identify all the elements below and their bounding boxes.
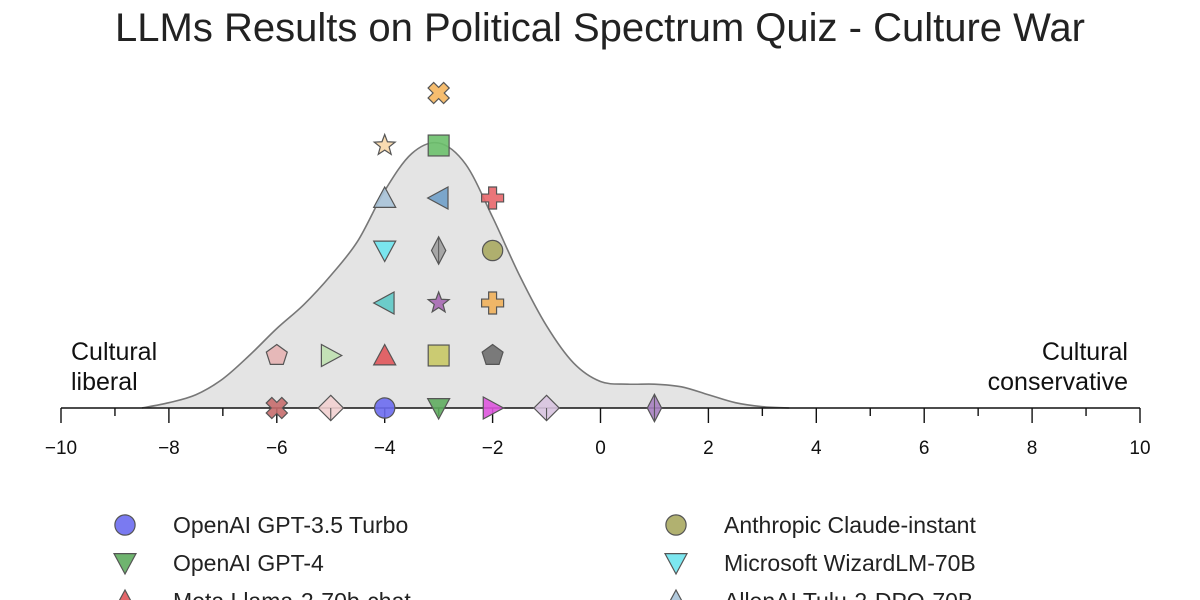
data-point — [317, 394, 345, 422]
x-tick-label: 4 — [811, 438, 822, 459]
data-point — [533, 394, 561, 422]
x-tick-label: −6 — [266, 438, 288, 459]
data-point — [372, 132, 397, 156]
legend-entry: Microsoft WizardLM-70B — [663, 550, 976, 576]
data-point — [426, 185, 449, 211]
legend-entry: AllenAI Tulu-2-DPO-70B — [669, 588, 973, 600]
data-point — [265, 343, 288, 365]
data-point — [482, 395, 505, 421]
right-axis-label: Cultural conservative — [988, 337, 1128, 397]
legend: OpenAI GPT-3.5 Turbo OpenAI GPT-4 Meta Lla… — [112, 512, 976, 600]
left-label-line-1: Cultural — [71, 338, 158, 366]
legend-label: AllenAI Tulu-2-DPO-70B — [724, 588, 973, 600]
legend-marker — [112, 553, 138, 576]
x-tick-label: −10 — [45, 438, 77, 459]
data-point — [372, 185, 397, 208]
density-layer — [141, 141, 790, 409]
data-point — [427, 81, 451, 105]
x-tick-label: −8 — [158, 438, 180, 459]
data-point — [426, 398, 451, 421]
data-point — [372, 290, 395, 316]
legend-entry: OpenAI GPT-4 — [112, 550, 324, 576]
x-tick-label: 2 — [703, 438, 714, 459]
x-axis: −10 −8 −6 −4 −2 0 2 4 6 8 10 — [45, 407, 1151, 459]
data-point — [430, 235, 447, 266]
legend-entry: Meta Llama-2-70b-chat — [118, 588, 411, 600]
legend-label: Meta Llama-2-70b-chat — [173, 588, 411, 600]
legend-marker — [669, 588, 683, 600]
left-axis-label: Cultural liberal — [71, 337, 157, 397]
x-tick-label: 10 — [1129, 438, 1150, 459]
data-point — [427, 344, 450, 367]
legend-label: Anthropic Claude-instant — [724, 512, 976, 538]
data-point — [646, 392, 663, 424]
data-point — [320, 343, 344, 368]
right-label-line-1: Cultural — [1041, 338, 1128, 366]
data-point — [481, 343, 504, 365]
x-tick-label: 8 — [1027, 438, 1038, 459]
data-point — [481, 186, 505, 210]
data-point — [372, 343, 397, 366]
points-layer — [265, 81, 663, 424]
x-tick-label: −4 — [374, 438, 396, 459]
data-point — [481, 239, 504, 262]
legend-label: OpenAI GPT-3.5 Turbo — [173, 512, 408, 538]
data-point — [481, 291, 505, 315]
density-area — [141, 142, 790, 408]
density-curve — [141, 141, 790, 409]
legend-marker — [663, 553, 689, 576]
legend-marker — [114, 514, 136, 536]
data-point — [372, 240, 397, 263]
right-label-line-2: conservative — [987, 368, 1128, 396]
x-tick-label: −2 — [482, 438, 504, 459]
legend-marker — [118, 588, 132, 600]
data-point — [373, 397, 396, 419]
legend-label: Microsoft WizardLM-70B — [724, 550, 976, 576]
x-tick-label: 6 — [919, 438, 930, 459]
legend-marker — [665, 514, 687, 536]
data-point — [427, 134, 450, 157]
data-point — [265, 396, 289, 420]
legend-entry: Anthropic Claude-instant — [665, 512, 976, 538]
legend-entry: OpenAI GPT-3.5 Turbo — [114, 512, 408, 538]
legend-label: OpenAI GPT-4 — [173, 550, 324, 576]
left-label-line-2: liberal — [71, 368, 138, 396]
chart-title: LLMs Results on Political Spectrum Quiz … — [115, 6, 1085, 50]
data-point — [426, 290, 451, 314]
x-tick-label: 0 — [595, 438, 606, 459]
